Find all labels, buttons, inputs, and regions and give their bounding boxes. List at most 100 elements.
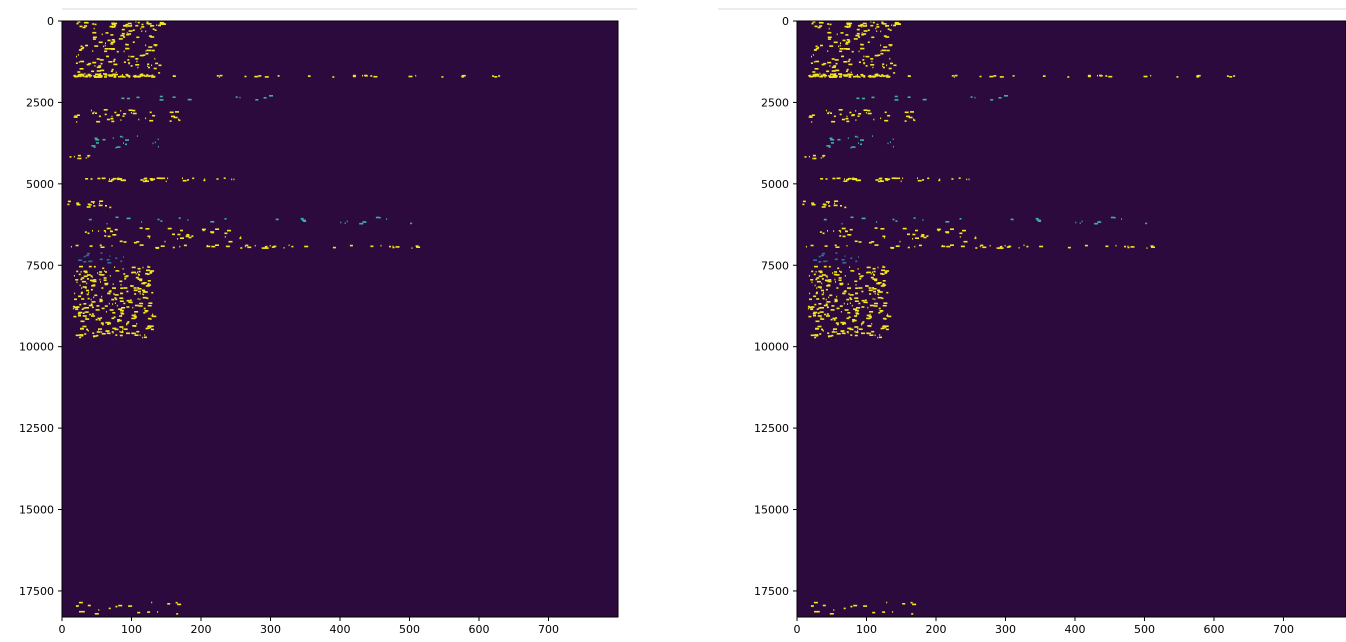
right-speckle <box>823 74 828 77</box>
left-speckle <box>134 316 137 318</box>
left-speckle <box>264 246 267 248</box>
chart-left-svg: 0 100 200 300 400 500 600 700025005000750010000… <box>19 15 619 636</box>
right-speckle <box>841 332 845 334</box>
right-speckle <box>833 319 836 321</box>
left-speckle <box>98 115 101 118</box>
left-speckle <box>126 290 129 293</box>
right-speckle <box>899 240 901 243</box>
left-speckle <box>91 285 93 287</box>
left-speckle <box>138 270 141 273</box>
left-speckle <box>125 23 129 26</box>
left-speckle <box>114 24 117 27</box>
right-speckle <box>869 304 874 307</box>
right-speckle <box>836 295 838 298</box>
left-x-tick-label: 200 <box>191 623 212 636</box>
left-speckle <box>308 75 311 77</box>
right-speckle <box>877 291 881 293</box>
left-speckle <box>145 52 149 55</box>
left-speckle <box>223 177 226 179</box>
right-speckle <box>861 306 865 308</box>
left-speckle <box>133 287 137 289</box>
left-speckle <box>67 200 71 203</box>
right-speckle <box>861 25 863 28</box>
left-speckle <box>74 298 77 301</box>
right-speckle <box>843 290 847 293</box>
right-speckle <box>951 178 954 180</box>
left-y-tick-label: 7500 <box>26 259 54 272</box>
right-speckle <box>858 273 861 275</box>
right-speckle <box>823 304 828 307</box>
left-speckle <box>108 302 110 305</box>
left-speckle <box>145 44 147 47</box>
left-speckle <box>138 274 140 276</box>
left-speckle <box>150 328 154 331</box>
left-speckle <box>151 601 153 604</box>
right-speckle <box>814 284 816 287</box>
left-speckle <box>76 270 79 273</box>
left-speckle <box>105 271 107 273</box>
left-speckle <box>111 39 115 41</box>
left-speckle <box>273 245 277 248</box>
right-speckle <box>962 229 966 232</box>
right-speckle <box>861 332 865 335</box>
right-speckle <box>954 74 958 77</box>
right-speckle <box>849 22 853 25</box>
right-speckle <box>979 245 981 248</box>
right-speckle <box>816 291 818 294</box>
right-speckle <box>902 227 907 230</box>
left-speckle <box>123 256 124 258</box>
right-speckle <box>951 75 954 77</box>
right-speckle <box>1151 246 1155 248</box>
left-speckle <box>117 114 120 116</box>
right-speckle <box>846 317 849 320</box>
right-speckle <box>820 74 823 77</box>
left-speckle <box>263 97 267 99</box>
right-speckle <box>826 260 828 262</box>
left-speckle <box>227 229 231 232</box>
left-speckle <box>137 288 142 290</box>
right-speckle <box>893 24 895 27</box>
right-speckle <box>817 325 822 328</box>
right-speckle <box>843 74 846 76</box>
right-speckle <box>833 65 837 67</box>
left-speckle <box>121 307 126 309</box>
left-y-tick-label: 2500 <box>26 96 54 109</box>
left-speckle <box>77 313 81 315</box>
left-speckle <box>128 301 133 304</box>
right-speckle <box>894 24 896 27</box>
left-speckle <box>75 334 80 337</box>
left-speckle <box>111 22 116 25</box>
left-speckle <box>146 22 150 25</box>
right-speckle <box>886 64 888 67</box>
right-speckle <box>855 284 857 286</box>
right-speckle <box>858 328 863 330</box>
right-speckle <box>887 75 891 78</box>
right-speckle <box>886 49 890 52</box>
left-speckle <box>176 613 179 615</box>
right-speckle <box>836 287 839 289</box>
right-speckle <box>1075 221 1077 224</box>
left-speckle <box>115 257 118 259</box>
right-speckle <box>867 75 871 78</box>
right-speckle <box>848 40 851 43</box>
left-speckle <box>83 275 88 278</box>
left-speckle <box>152 178 156 180</box>
right-speckle <box>843 302 845 305</box>
left-speckle <box>93 279 97 281</box>
right-speckle <box>884 111 887 114</box>
right-speckle <box>1145 222 1148 225</box>
right-speckle <box>808 116 813 118</box>
left-speckle <box>139 279 143 282</box>
left-speckle <box>80 292 83 295</box>
left-speckle <box>90 288 93 291</box>
right-speckle <box>853 270 855 272</box>
left-speckle <box>373 75 378 78</box>
right-speckle <box>882 66 885 69</box>
left-speckle <box>79 610 82 613</box>
left-speckle <box>116 50 119 53</box>
left-speckle <box>188 236 192 239</box>
right-speckle <box>913 217 916 219</box>
right-speckle <box>830 309 835 311</box>
right-speckle <box>877 180 881 183</box>
left-speckle <box>79 25 83 28</box>
